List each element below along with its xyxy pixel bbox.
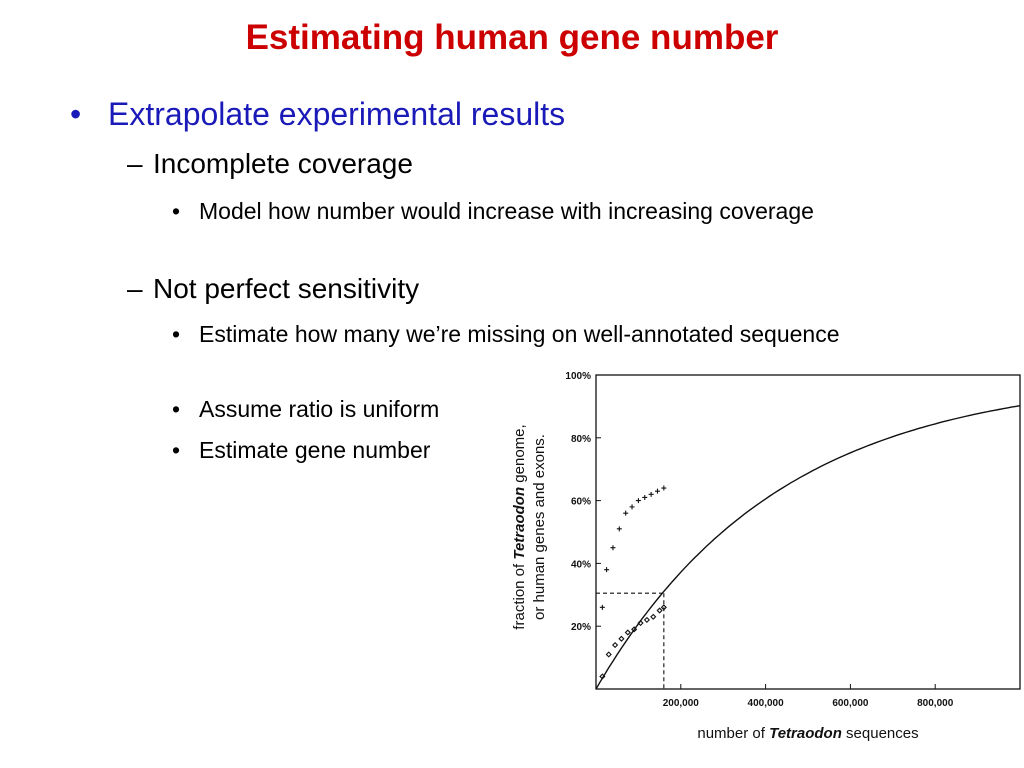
point-gene-number: • Estimate gene number (172, 434, 872, 467)
diamond-point (612, 641, 619, 649)
plus-point (661, 485, 667, 491)
diamond-point (624, 629, 631, 636)
plus-point (635, 498, 641, 504)
x-axis-label: number of Tetraodon sequences (697, 725, 918, 742)
plus-point (648, 491, 654, 497)
diamond-point (650, 613, 657, 620)
x-tick-label: 400,000 (748, 698, 785, 709)
diamond-point (656, 607, 663, 614)
point-missing: • Estimate how many we’re missing on well… (172, 318, 872, 351)
point-model: • Model how number would increase with in… (172, 195, 872, 228)
x-tick-label: 200,000 (663, 698, 700, 709)
y-tick-label: 100% (565, 371, 591, 382)
subbullet-sensitivity: – Not perfect sensitivity (127, 273, 419, 305)
bullet-extrapolate-text: Extrapolate experimental results (108, 96, 566, 132)
y-axis-label-line2: or human genes and exons. (531, 434, 548, 620)
plus-point (604, 567, 610, 573)
bullet-symbol: • (172, 198, 181, 224)
coverage-chart: 20% 40% 60% 80% 100% 200,000 400,000 600,000 800… (511, 371, 1021, 742)
plot-frame (595, 374, 1021, 690)
bullet-extrapolate: • Extrapolate experimental results (70, 96, 565, 133)
slide-title: Estimating human gene number (245, 18, 779, 57)
bullet-symbol: • (70, 96, 82, 132)
fitted-curve (595, 405, 1021, 690)
plus-point (610, 545, 616, 551)
diamond-point (618, 635, 625, 642)
point-missing-text: Estimate how many we’re missing on well-… (199, 321, 840, 347)
y-tick-label: 40% (571, 559, 591, 570)
y-axis-label: fraction of Tetraodon genome, or human g… (511, 424, 548, 629)
bullet-symbol: • (172, 396, 181, 422)
diamond-point (643, 616, 650, 623)
bullet-symbol: • (172, 437, 181, 463)
point-model-text: Model how number would increase with inc… (199, 198, 814, 224)
y-axis-label-line1: fraction of Tetraodon genome, (511, 424, 528, 629)
diamond-point (605, 651, 612, 658)
y-tick-label: 80% (571, 434, 591, 445)
y-tick-label: 60% (571, 497, 591, 508)
plus-point (599, 604, 605, 610)
plus-point (629, 504, 635, 510)
x-tick-label: 800,000 (917, 698, 954, 709)
x-tick-label: 600,000 (832, 698, 869, 709)
plus-point (654, 488, 660, 494)
point-gene-number-text: Estimate gene number (199, 437, 431, 463)
axis-ticks: 20% 40% 60% 80% 100% 200,000 400,000 600,000 800… (565, 371, 953, 709)
subbullet-coverage: – Incomplete coverage (127, 148, 413, 180)
subbullet-sensitivity-text: Not perfect sensitivity (153, 273, 420, 304)
plus-point (642, 494, 648, 500)
y-tick-label: 20% (571, 622, 591, 633)
plus-point (623, 510, 629, 516)
dash-symbol: – (127, 273, 143, 304)
point-ratio: • Assume ratio is uniform (172, 393, 872, 426)
series-layer (595, 405, 1021, 690)
bullet-symbol: • (172, 321, 181, 347)
point-ratio-text: Assume ratio is uniform (199, 396, 440, 422)
dash-symbol: – (127, 148, 143, 179)
plus-point (616, 526, 622, 532)
subbullet-coverage-text: Incomplete coverage (153, 148, 413, 179)
